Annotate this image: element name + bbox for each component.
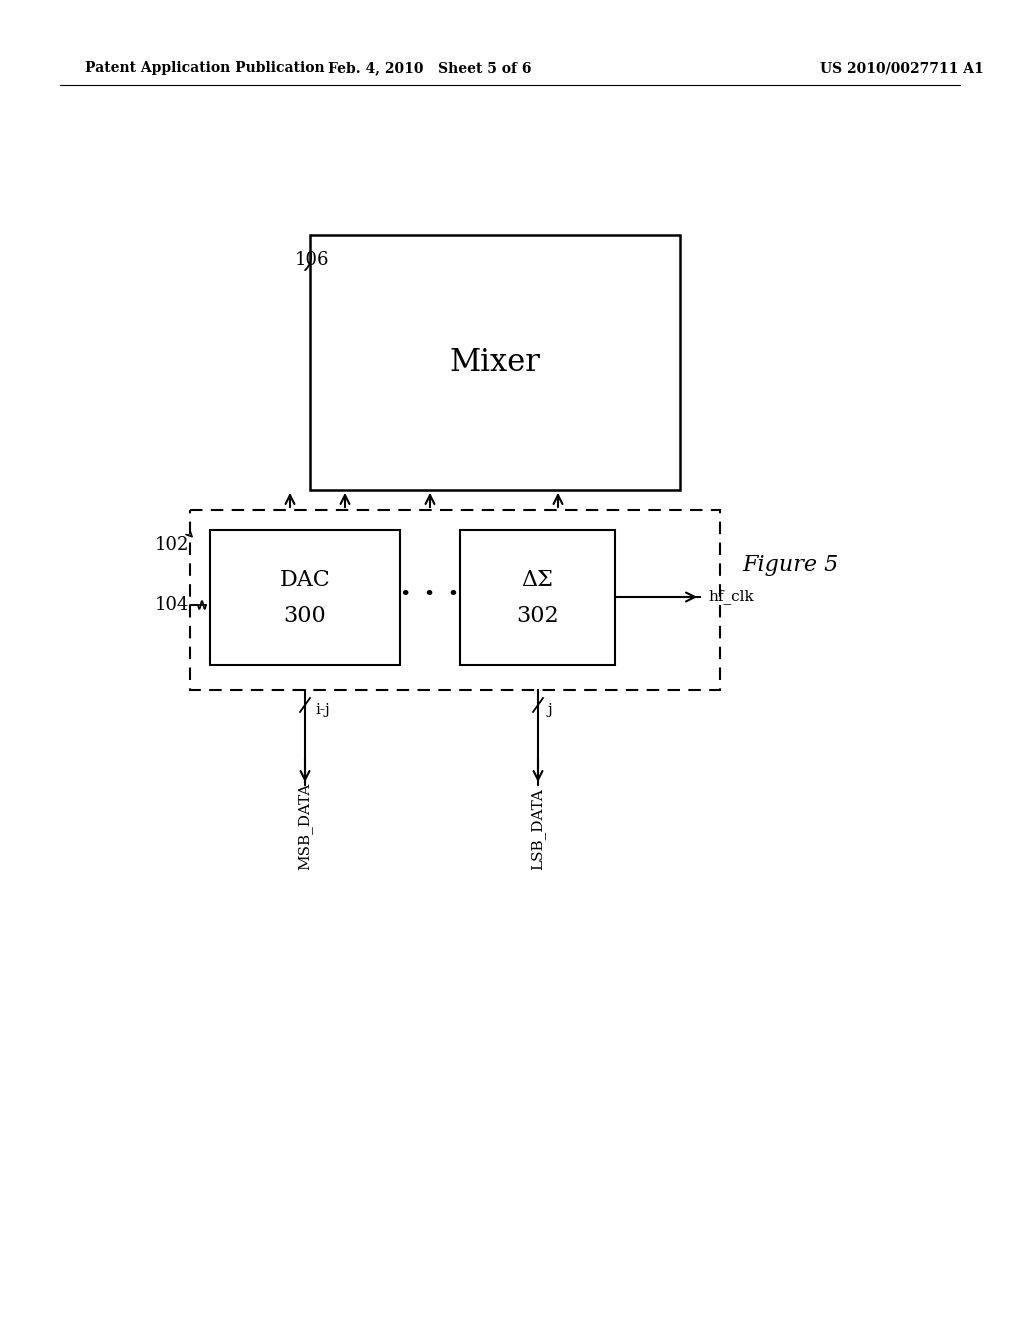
Text: 102: 102	[155, 536, 189, 554]
Text: Figure 5: Figure 5	[741, 554, 838, 576]
Text: 104: 104	[155, 597, 189, 614]
Text: US 2010/0027711 A1: US 2010/0027711 A1	[820, 61, 984, 75]
Text: Patent Application Publication: Patent Application Publication	[85, 61, 325, 75]
Text: 106: 106	[295, 251, 330, 269]
Text: Feb. 4, 2010   Sheet 5 of 6: Feb. 4, 2010 Sheet 5 of 6	[329, 61, 531, 75]
Text: 302: 302	[516, 605, 559, 627]
Text: Mixer: Mixer	[450, 347, 541, 378]
Bar	[210, 531, 400, 665]
Text: DAC: DAC	[280, 569, 331, 590]
Text: i-j: i-j	[315, 704, 330, 717]
Bar	[310, 235, 680, 490]
Bar	[460, 531, 615, 665]
Text: LSB_DATA: LSB_DATA	[530, 788, 546, 870]
Text: 300: 300	[284, 605, 327, 627]
Text: hf_clk: hf_clk	[708, 590, 754, 605]
Bar	[190, 510, 720, 690]
Text: •  •  •: • • •	[400, 586, 460, 605]
Text: j: j	[548, 704, 553, 717]
Text: ΔΣ: ΔΣ	[521, 569, 553, 590]
Text: MSB_DATA: MSB_DATA	[298, 783, 312, 870]
